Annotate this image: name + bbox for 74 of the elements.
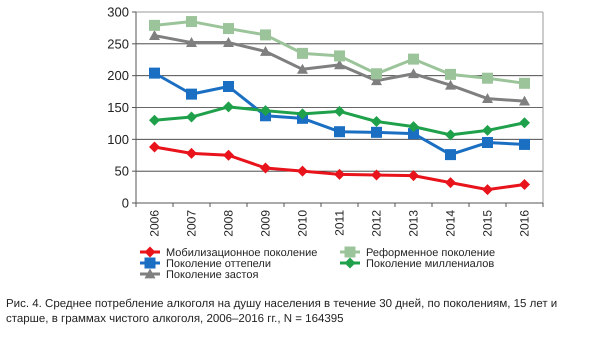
point [482, 184, 493, 196]
legend-label: Реформенное поколение [366, 246, 496, 259]
point [408, 121, 419, 132]
point [334, 106, 345, 117]
legend-label: Мобилизационное поколение [166, 246, 318, 259]
point [149, 141, 160, 152]
point [223, 37, 234, 47]
y-tick-label: 250 [107, 36, 129, 52]
point [445, 129, 456, 140]
point [371, 116, 382, 128]
point [223, 150, 234, 161]
legend-label: Поколение миллениалов [366, 258, 494, 270]
x-tick-label: 2010 [296, 210, 310, 237]
y-tick-label: 300 [107, 4, 129, 20]
point [408, 68, 419, 78]
x-tick-label: 2009 [258, 210, 273, 237]
point [408, 170, 419, 182]
point [519, 179, 530, 190]
point [149, 30, 160, 40]
point [260, 29, 271, 40]
point [445, 80, 456, 90]
point [334, 168, 345, 180]
x-tick-label: 2006 [148, 210, 162, 237]
point [519, 78, 530, 89]
point [149, 20, 160, 31]
x-tick-label: 2013 [406, 210, 421, 237]
legend-label: Поколение оттепели [166, 258, 271, 270]
point [297, 48, 308, 59]
point [519, 96, 530, 106]
point [519, 117, 530, 128]
point [445, 177, 456, 188]
point [371, 126, 382, 138]
x-tick-label: 2012 [370, 210, 384, 237]
point [260, 46, 271, 56]
x-tick-label: 2008 [222, 210, 236, 237]
point [445, 68, 456, 80]
point [260, 162, 271, 174]
point [519, 138, 530, 150]
point [334, 50, 345, 62]
point [408, 54, 419, 65]
point [186, 37, 197, 47]
point [482, 93, 493, 103]
point [149, 68, 160, 79]
point [445, 149, 456, 160]
point [186, 148, 197, 159]
point [223, 101, 234, 112]
point [186, 88, 197, 100]
point [482, 124, 493, 136]
x-tick-label: 2016 [518, 210, 532, 237]
point [223, 80, 234, 92]
point [482, 137, 493, 148]
y-tick-label: 200 [107, 68, 129, 84]
point [334, 126, 345, 138]
x-tick-label: 2011 [332, 210, 347, 236]
x-tick-label: 2014 [444, 210, 458, 237]
text: Рис. 4. Среднее потребление алкоголя на душу населения в течение 30 дней, по поколениям, 15 лет и старше, в граммах чистого алкоголя, 2006–2016 гг., N = 164395 [6, 298, 558, 325]
y-tick-label: 100 [107, 132, 129, 147]
point [297, 166, 308, 177]
point [297, 64, 308, 74]
point [371, 68, 382, 80]
point [260, 105, 271, 116]
point [186, 16, 197, 28]
point [482, 72, 493, 84]
point [186, 112, 197, 123]
point [149, 114, 160, 126]
y-tick-label: 50 [114, 164, 129, 179]
legend-label: Поколение застоя [166, 268, 258, 281]
point [371, 169, 382, 180]
point [297, 108, 308, 120]
y-tick-label: 150 [107, 100, 129, 116]
x-tick-label: 2015 [480, 210, 495, 237]
point [223, 23, 234, 34]
x-tick-label: 2007 [184, 210, 199, 237]
y-tick-label: 0 [122, 196, 129, 211]
